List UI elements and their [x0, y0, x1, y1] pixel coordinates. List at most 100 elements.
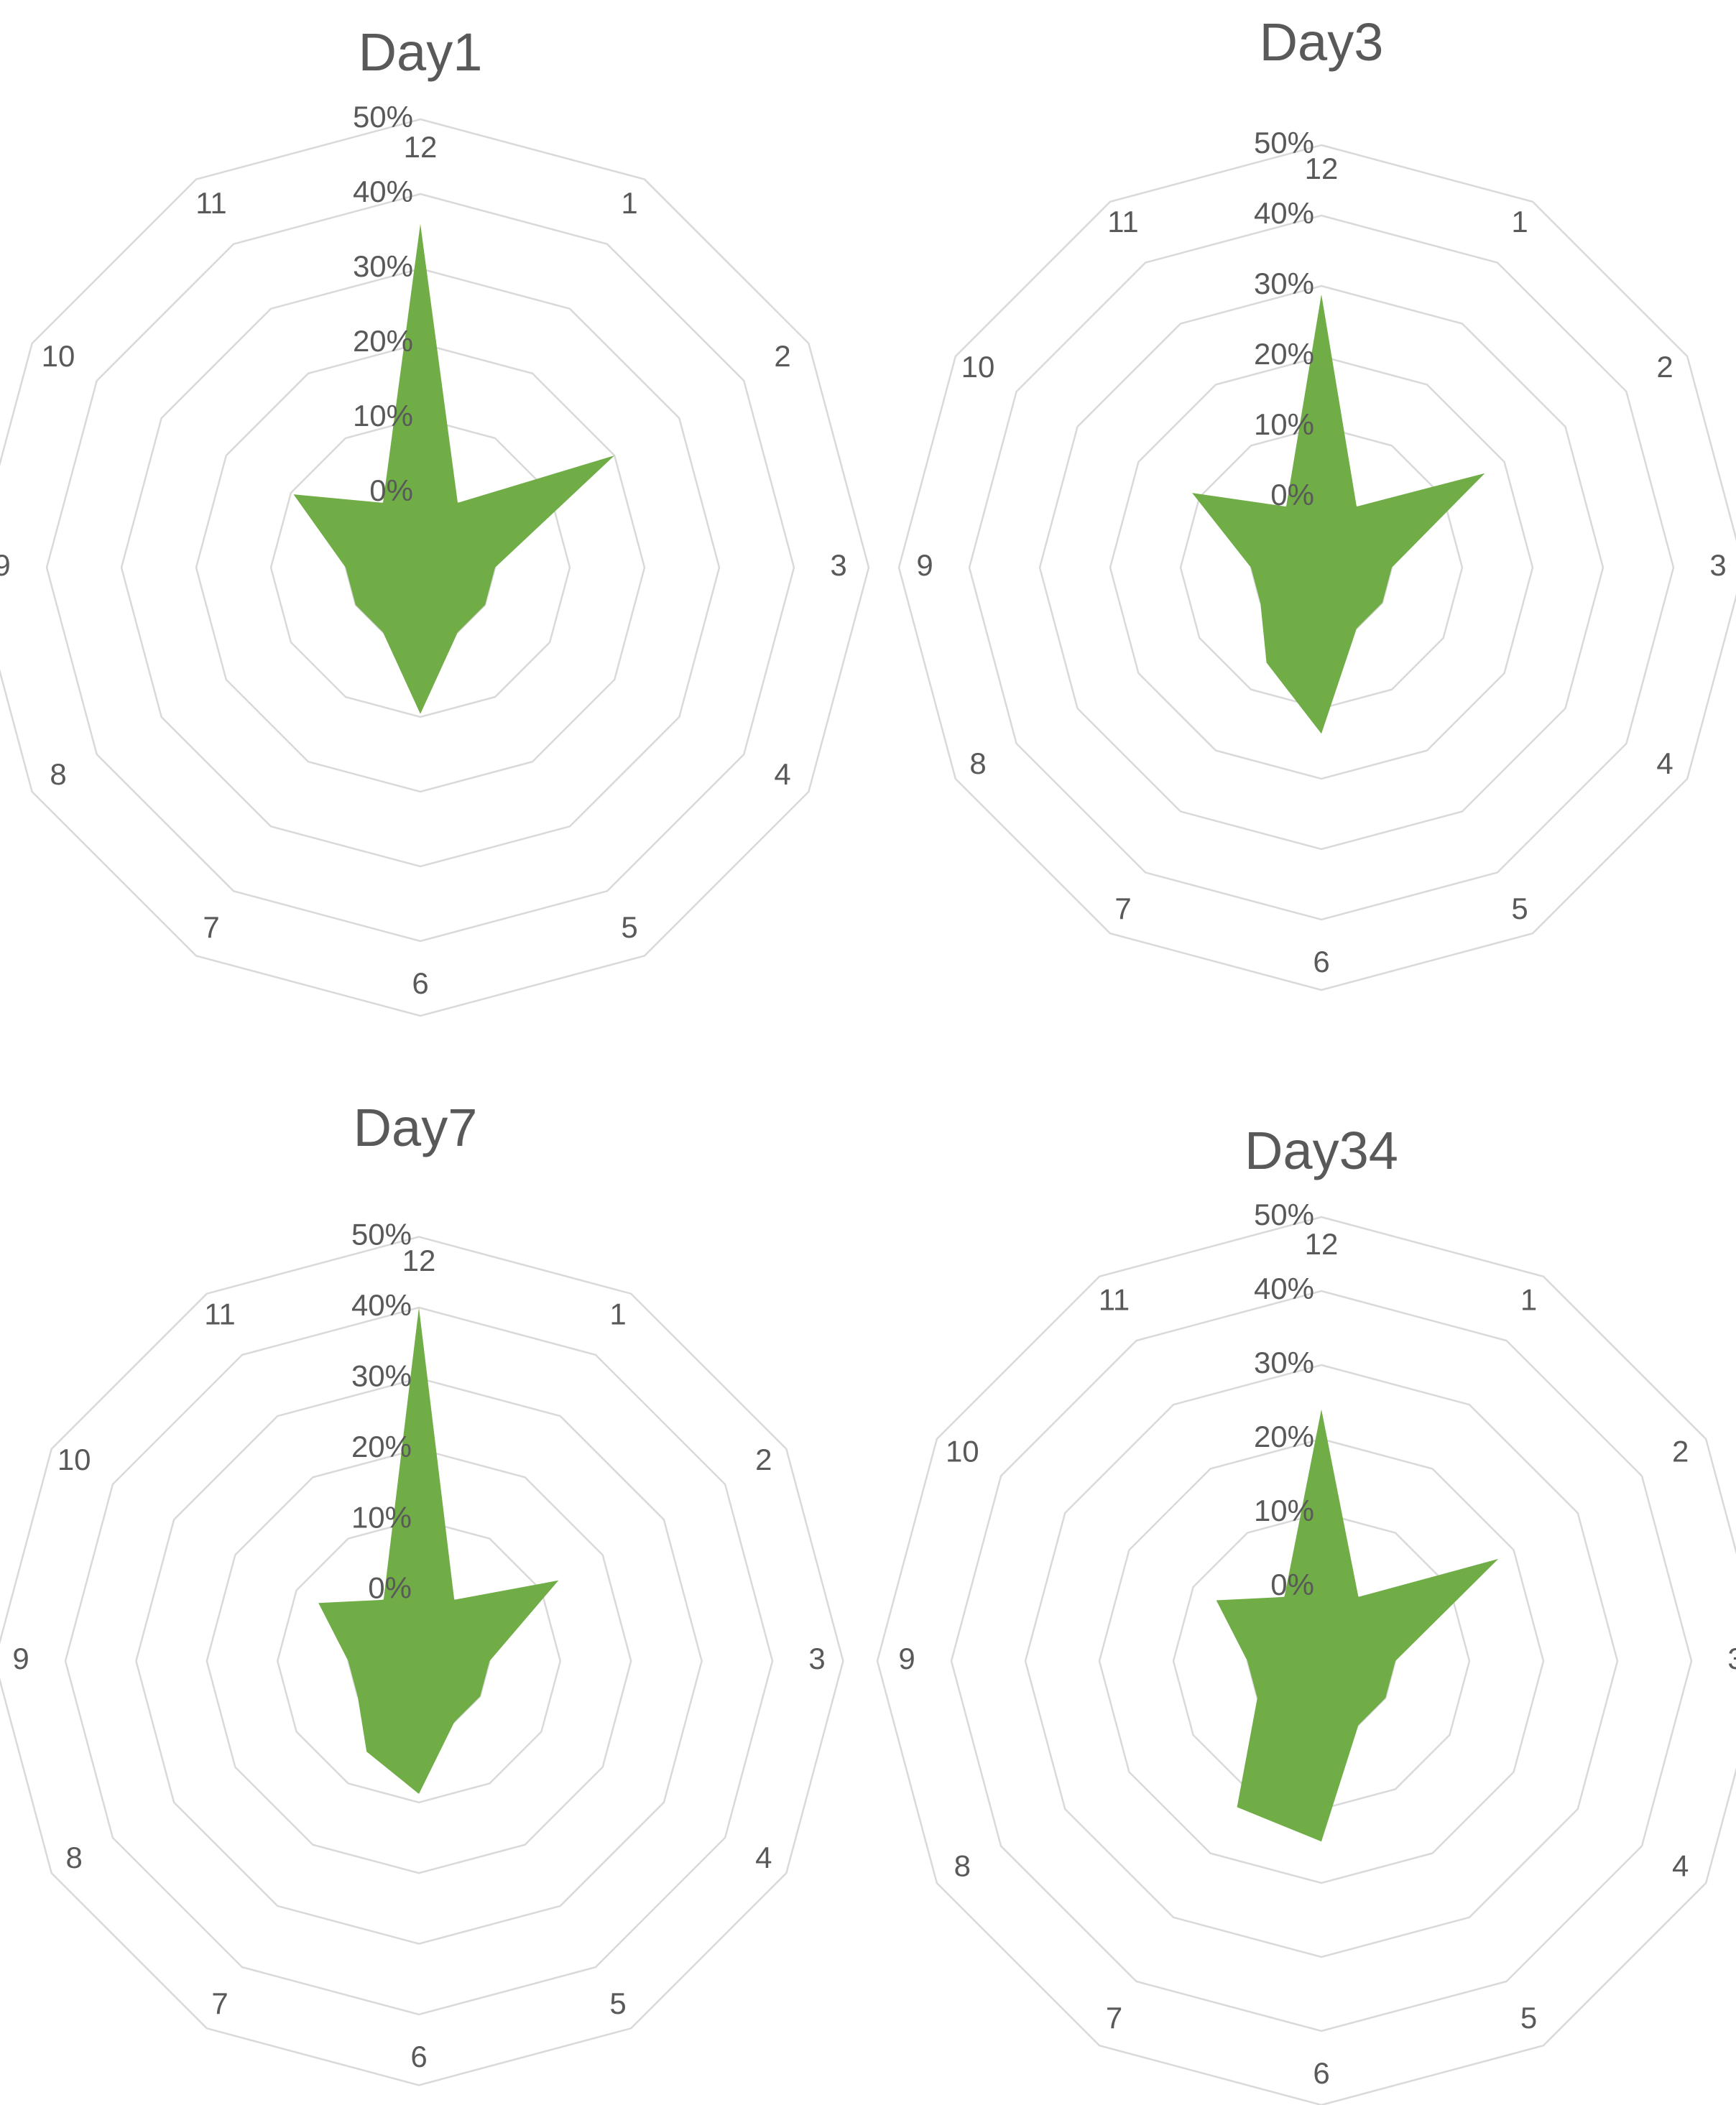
category-label: 9 — [0, 548, 11, 582]
category-label: 8 — [50, 757, 66, 791]
grid-ring — [0, 118, 870, 1017]
category-label: 7 — [203, 910, 219, 944]
category-label: 2 — [755, 1443, 772, 1476]
tick-label: 50% — [1254, 126, 1314, 159]
tick-label: 0% — [1270, 1568, 1314, 1601]
grid-ring — [206, 1448, 632, 1874]
tick-label: 20% — [351, 1430, 412, 1463]
category-label: 2 — [1672, 1435, 1689, 1468]
tick-label: 10% — [353, 399, 413, 432]
category-label: 11 — [195, 186, 227, 220]
category-label: 7 — [1106, 2001, 1122, 2035]
category-label: 6 — [410, 2040, 427, 2073]
category-label: 3 — [1709, 548, 1726, 582]
tick-label: 40% — [1254, 196, 1314, 230]
category-label: 10 — [42, 339, 75, 373]
category-label: 1 — [609, 1297, 626, 1331]
tick-label: 30% — [1254, 267, 1314, 300]
tick-label: 50% — [351, 1218, 412, 1252]
tick-label: 10% — [351, 1500, 412, 1534]
category-label: 7 — [1114, 892, 1131, 925]
category-label: 1 — [621, 186, 637, 220]
series-area-day3 — [1192, 294, 1485, 734]
category-label: 6 — [1313, 945, 1329, 979]
chart-title-day1: Day1 — [359, 22, 483, 82]
category-label: 9 — [12, 1642, 29, 1675]
grid-ring — [64, 1306, 774, 2016]
category-label: 5 — [1520, 2001, 1537, 2035]
series-area-day34 — [1216, 1409, 1499, 1842]
grid-ring — [876, 1216, 1736, 2105]
category-label: 4 — [774, 757, 790, 791]
category-label: 4 — [755, 1841, 772, 1874]
category-label: 9 — [898, 1642, 915, 1675]
tick-label: 0% — [368, 1571, 412, 1605]
tick-label: 50% — [353, 100, 413, 134]
category-label: 7 — [211, 1986, 228, 2020]
category-label: 1 — [1520, 1282, 1537, 1316]
tick-label: 30% — [1254, 1346, 1314, 1379]
category-label: 2 — [1656, 350, 1673, 384]
category-label: 4 — [1672, 1849, 1689, 1883]
category-label: 3 — [1727, 1642, 1736, 1675]
category-label: 5 — [621, 910, 637, 944]
category-label: 3 — [808, 1642, 825, 1675]
category-label: 8 — [66, 1841, 83, 1874]
grid-ring — [1109, 355, 1534, 780]
grid-ring — [120, 267, 721, 868]
category-label: 8 — [954, 1849, 971, 1883]
grid-ring — [1024, 1364, 1619, 1958]
series-area-day1 — [293, 223, 615, 714]
grid-ring — [968, 214, 1675, 921]
grid-ring — [1038, 284, 1605, 851]
grid-ring — [45, 193, 795, 943]
chart-title-day7: Day7 — [354, 1098, 478, 1157]
tick-label: 10% — [1254, 407, 1314, 441]
tick-label: 20% — [353, 324, 413, 358]
category-label: 11 — [1099, 1282, 1130, 1316]
category-label: 12 — [402, 1244, 436, 1277]
tick-label: 30% — [351, 1359, 412, 1392]
tick-label: 20% — [1254, 1420, 1314, 1453]
category-label: 8 — [969, 746, 986, 780]
tick-label: 0% — [1270, 478, 1314, 512]
category-label: 6 — [412, 966, 428, 1000]
grid-ring — [1098, 1438, 1545, 1884]
grid-ring — [950, 1290, 1693, 2032]
tick-label: 30% — [353, 249, 413, 283]
category-label: 10 — [946, 1435, 979, 1468]
grid-ring — [897, 144, 1736, 991]
tick-label: 40% — [351, 1288, 412, 1322]
tick-label: 0% — [369, 473, 413, 507]
category-label: 12 — [1305, 152, 1339, 185]
tick-label: 10% — [1254, 1494, 1314, 1527]
category-label: 11 — [1107, 205, 1139, 239]
category-label: 1 — [1511, 205, 1528, 239]
category-label: 11 — [204, 1297, 236, 1331]
tick-label: 50% — [1254, 1198, 1314, 1231]
category-label: 4 — [1656, 746, 1673, 780]
category-label: 5 — [1511, 892, 1528, 925]
category-label: 5 — [609, 1986, 626, 2020]
chart-title-day3: Day3 — [1260, 12, 1384, 72]
tick-label: 40% — [353, 175, 413, 208]
category-label: 3 — [830, 548, 846, 582]
category-label: 12 — [1305, 1227, 1339, 1261]
category-label: 10 — [57, 1443, 91, 1476]
category-label: 10 — [961, 350, 995, 384]
tick-label: 40% — [1254, 1272, 1314, 1305]
grid-ring — [135, 1377, 703, 1945]
category-label: 9 — [916, 548, 933, 582]
category-label: 6 — [1313, 2056, 1329, 2090]
tick-label: 20% — [1254, 337, 1314, 371]
grid-ring — [0, 1236, 844, 2086]
